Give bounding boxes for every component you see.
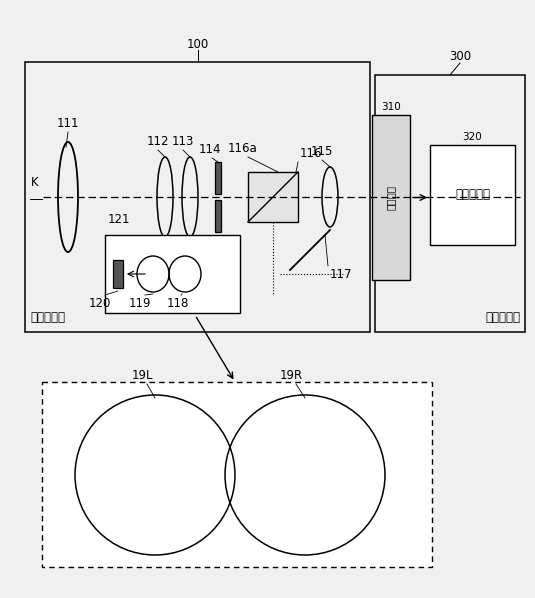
Text: 111: 111 — [57, 117, 79, 130]
Text: 117: 117 — [330, 268, 353, 281]
Text: 300: 300 — [449, 50, 471, 63]
Text: 121: 121 — [108, 213, 131, 226]
Text: 310: 310 — [381, 102, 401, 112]
Text: 画像処理部: 画像処理部 — [455, 188, 490, 202]
Bar — [113, 260, 123, 288]
Bar — [375, 75, 525, 332]
Text: 118: 118 — [167, 297, 189, 310]
Text: 撮像素子: 撮像素子 — [386, 185, 396, 210]
Text: K: K — [31, 176, 39, 189]
Bar — [430, 145, 515, 245]
Text: レンズ萵置: レンズ萵置 — [30, 311, 65, 324]
Text: 19L: 19L — [131, 369, 153, 382]
Text: 19R: 19R — [279, 369, 303, 382]
Bar — [248, 172, 298, 222]
Bar — [215, 162, 221, 194]
Bar — [42, 382, 432, 567]
Text: 119: 119 — [129, 297, 151, 310]
Text: 320: 320 — [463, 132, 483, 142]
Bar — [25, 62, 370, 332]
Text: 116: 116 — [300, 147, 323, 160]
Bar — [105, 235, 240, 313]
Text: 116a: 116a — [228, 142, 258, 155]
Text: 120: 120 — [89, 297, 111, 310]
Text: 115: 115 — [311, 145, 333, 158]
Text: 100: 100 — [186, 38, 209, 50]
Text: 114: 114 — [198, 143, 221, 156]
Bar — [215, 200, 221, 232]
Text: 112: 112 — [147, 135, 169, 148]
Text: 113: 113 — [172, 135, 194, 148]
Text: カメラ萵置: カメラ萵置 — [485, 311, 520, 324]
Bar — [372, 115, 410, 280]
